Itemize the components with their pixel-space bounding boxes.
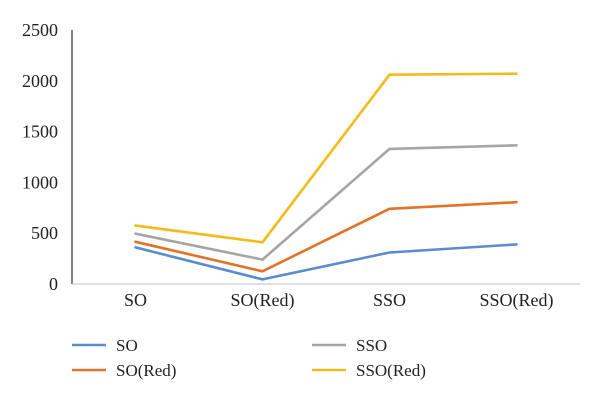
y-tick-label: 2000 bbox=[22, 71, 58, 91]
series-line-so-red bbox=[134, 200, 518, 273]
legend-label-sso: SSO bbox=[356, 336, 387, 355]
series-line-sso bbox=[134, 144, 518, 261]
y-tick-label: 500 bbox=[31, 223, 58, 243]
series-line-so bbox=[134, 243, 518, 281]
legend-label-sso-red: SSO(Red) bbox=[356, 361, 426, 380]
x-tick-label: SO bbox=[124, 290, 147, 310]
x-tick-labels: SO SO(Red) SSO SSO(Red) bbox=[124, 290, 554, 311]
y-tick-label: 0 bbox=[49, 274, 58, 294]
y-tick-label: 1000 bbox=[22, 172, 58, 192]
series-line-sso-red bbox=[134, 72, 518, 244]
y-tick-labels: 0 500 1000 1500 2000 2500 bbox=[22, 20, 58, 294]
y-tick-label: 2500 bbox=[22, 20, 58, 40]
x-tick-label: SSO(Red) bbox=[479, 290, 553, 311]
y-tick-label: 1500 bbox=[22, 122, 58, 142]
series-lines bbox=[134, 72, 518, 281]
legend-label-so-red: SO(Red) bbox=[116, 361, 176, 380]
x-tick-label: SSO bbox=[373, 290, 406, 310]
legend: SO SO(Red) SSO SSO(Red) bbox=[72, 336, 426, 380]
x-tick-label: SO(Red) bbox=[231, 290, 295, 311]
legend-label-so: SO bbox=[116, 336, 138, 355]
